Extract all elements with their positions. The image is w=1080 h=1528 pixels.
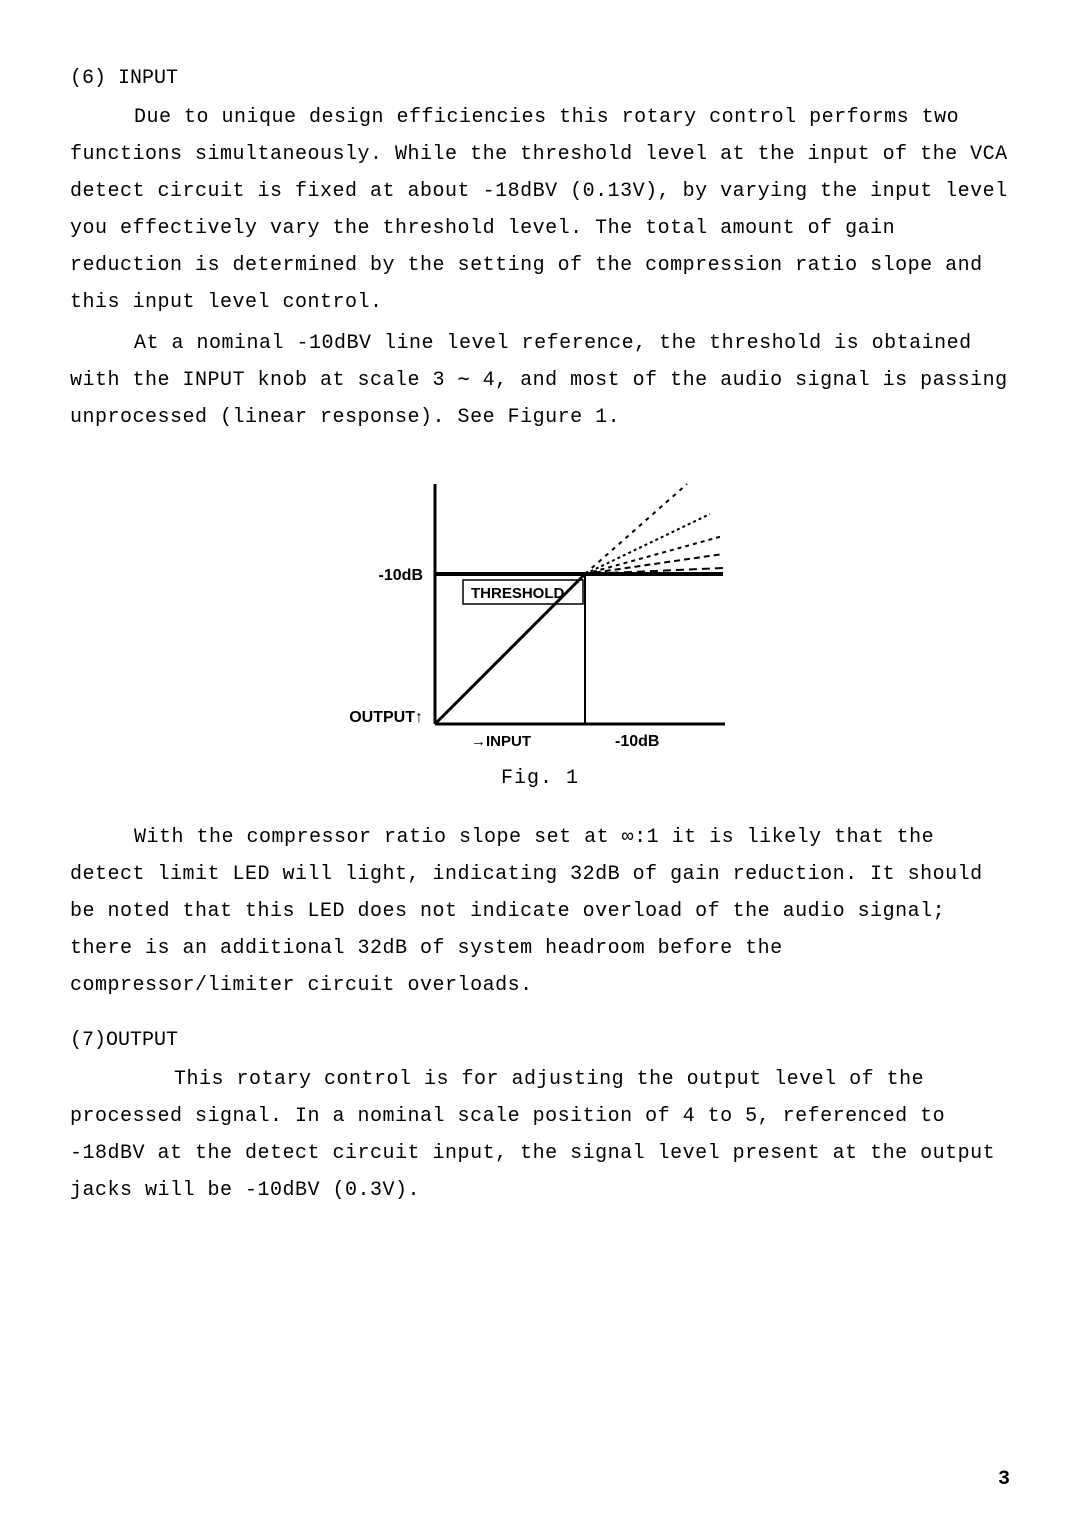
figure-1-caption: Fig. 1 xyxy=(501,760,579,797)
section-7-paragraph-1: This rotary control is for adjusting the… xyxy=(70,1061,1010,1209)
section-6-heading: (6) INPUT xyxy=(70,60,1010,97)
svg-text:OUTPUT↑: OUTPUT↑ xyxy=(349,709,423,726)
svg-text:-10dB: -10dB xyxy=(379,567,423,584)
section-6-paragraph-2: At a nominal -10dBV line level reference… xyxy=(70,325,1010,436)
figure-1: -10dB THRESHOLD OUTPUT↑ →INPUT -10dB Fig. 1 xyxy=(70,464,1010,797)
section-7-heading: (7)OUTPUT xyxy=(70,1022,1010,1059)
svg-text:THRESHOLD: THRESHOLD xyxy=(471,585,565,602)
page-number: 3 xyxy=(998,1461,1010,1498)
svg-text:-10dB: -10dB xyxy=(615,733,659,750)
section-6-paragraph-3: With the compressor ratio slope set at ∞… xyxy=(70,819,1010,1004)
section-6-paragraph-1: Due to unique design efficiencies this r… xyxy=(70,99,1010,321)
figure-1-diagram: -10dB THRESHOLD OUTPUT↑ →INPUT -10dB xyxy=(325,464,755,754)
svg-text:→INPUT: →INPUT xyxy=(471,733,531,750)
